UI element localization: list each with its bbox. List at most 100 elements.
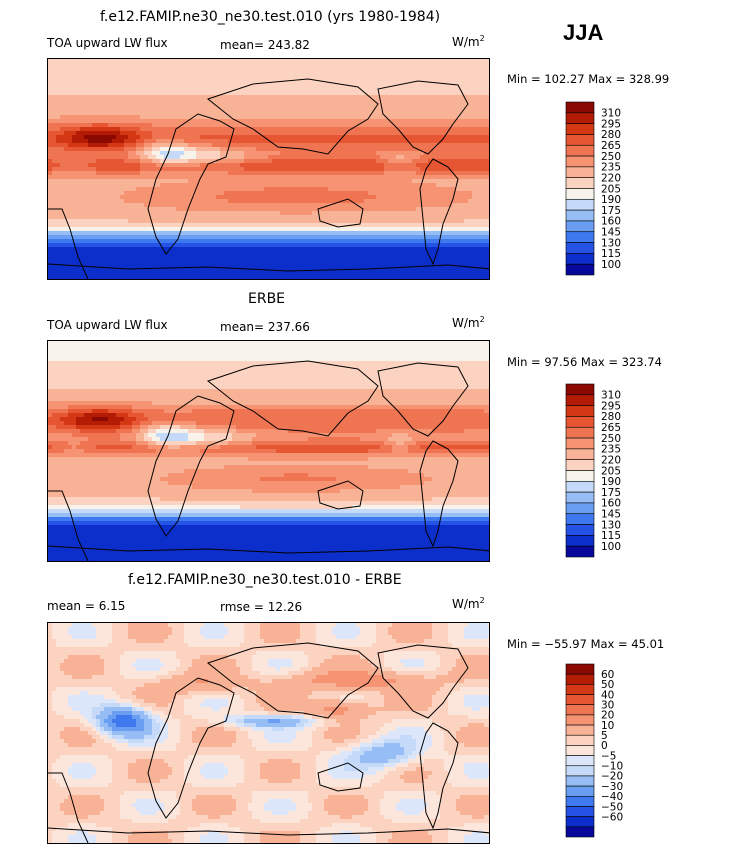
coastline [147,395,235,537]
colorbar-swatch [565,684,595,695]
colorbar-tick-label: 0 [601,740,608,752]
coastline [377,362,469,437]
colorbar-tick-label: −20 [601,771,623,783]
colorbar-swatch [565,765,595,777]
colorbar-swatch [565,263,595,276]
panel2-colorbar: 310 295 280 265 250 235 220 205 190 175 160 145 130 1… [565,383,646,559]
colorbar-swatch [565,242,595,254]
colorbar-swatch [565,673,595,685]
colorbar-tick-label: 145 [601,227,621,239]
panel1-mean-value: 243.82 [267,38,310,52]
panel1-colorbar: 310 295 280 265 250 235 220 205 190 175 160 145 130 1… [565,101,646,277]
colorbar-swatch [565,459,595,471]
colorbar-swatch [565,663,595,675]
colorbar-swatch [565,416,595,428]
colorbar-tick-label: 60 [601,669,614,681]
colorbar-tick-label: 265 [601,140,621,152]
coastline [419,722,459,830]
panel2-map [47,340,490,562]
colorbar-tick-label: 310 [601,390,621,402]
colorbar-swatch [565,144,595,157]
colorbar-tick-label: −40 [601,791,623,803]
panel2-map-svg [48,341,489,561]
panel2-units: W/m2 [452,315,485,330]
colorbar-swatch [565,101,595,114]
panel1-variable-label: TOA upward LW flux [47,36,168,50]
colorbar-tick-label: 205 [601,183,621,195]
colorbar-swatch [565,795,595,807]
colorbar-swatch [565,220,595,233]
panel2-mean-label: mean= [220,320,265,334]
colorbar-tick-label: 310 [601,108,621,120]
colorbar-tick-label: −50 [601,801,623,813]
panel2-variable-label: TOA upward LW flux [47,318,168,332]
panel1-map [47,58,490,280]
colorbar-swatch [565,199,595,211]
colorbar-swatch [565,112,595,124]
colorbar-swatch [565,426,595,439]
colorbar-swatch [565,394,595,406]
panel3-rmse-value: 12.26 [267,600,303,614]
coastline [377,644,469,719]
panel3-map [47,622,490,844]
colorbar-tick-label: 115 [601,530,621,542]
coastline [48,490,89,561]
colorbar-swatch [565,177,595,189]
colorbar-tick-label: 235 [601,444,621,456]
coastline [48,263,489,272]
colorbar-tick-label: 40 [601,689,614,701]
panel1-title: f.e12.FAMIP.ne30_ne30.test.010 (yrs 1980… [100,9,441,25]
coastline [317,198,364,228]
colorbar-tick-label: 175 [601,487,621,499]
colorbar-tick-label: −10 [601,761,623,773]
colorbar-swatch [565,545,595,558]
colorbar-tick-label: 145 [601,509,621,521]
colorbar-tick-label: −30 [601,781,623,793]
colorbar-tick-label: 30 [601,700,614,712]
colorbar-swatch [565,437,595,450]
coastline [317,762,364,792]
coastline [377,80,469,155]
panel3-units: W/m2 [452,596,485,611]
coastline [317,480,364,510]
colorbar-swatch [565,155,595,168]
colorbar-swatch [565,775,595,787]
colorbar-tick-label: 10 [601,720,614,732]
coastline [419,158,459,266]
coastline [48,772,89,843]
colorbar-swatch [565,816,595,828]
colorbar-tick-label: 250 [601,151,621,163]
panel2-mean: mean= 237.66 [220,320,310,334]
colorbar-swatch [565,704,595,716]
panel3-minmax: Min = −55.97 Max = 45.01 [507,637,665,651]
colorbar-swatch [565,134,595,146]
colorbar-swatch [565,383,595,396]
panel3-map-svg [48,623,489,843]
colorbar-tick-label: 5 [601,730,608,742]
colorbar-tick-label: 100 [601,259,621,271]
colorbar-swatch [565,806,595,817]
panel3-mean: mean = 6.15 [47,599,126,613]
colorbar-swatch [565,745,595,756]
panel2-mean-value: 237.66 [267,320,310,334]
colorbar-swatch [565,123,595,135]
coastline [206,360,379,437]
colorbar-swatch [565,535,595,547]
colorbar-tick-label: 160 [601,216,621,228]
colorbar-tick-label: −60 [601,811,623,823]
colorbar-swatch [565,502,595,515]
coastline [147,677,235,819]
panel3-rmse-label: rmse = [220,600,264,614]
panel3-rmse: rmse = 12.26 [220,600,302,614]
panel3-title: f.e12.FAMIP.ne30_ne30.test.010 - ERBE [128,572,402,588]
coastline [48,545,489,554]
panel1-minmax: Min = 102.27 Max = 328.99 [507,72,670,86]
colorbar-tick-label: 250 [601,433,621,445]
colorbar-swatch [565,209,595,222]
panel1-map-svg [48,59,489,279]
colorbar-tick-label: 20 [601,710,614,722]
colorbar-swatch [565,734,595,746]
coastline [206,78,379,155]
colorbar-tick-label: −5 [601,750,616,762]
colorbar-tick-label: 295 [601,400,621,412]
